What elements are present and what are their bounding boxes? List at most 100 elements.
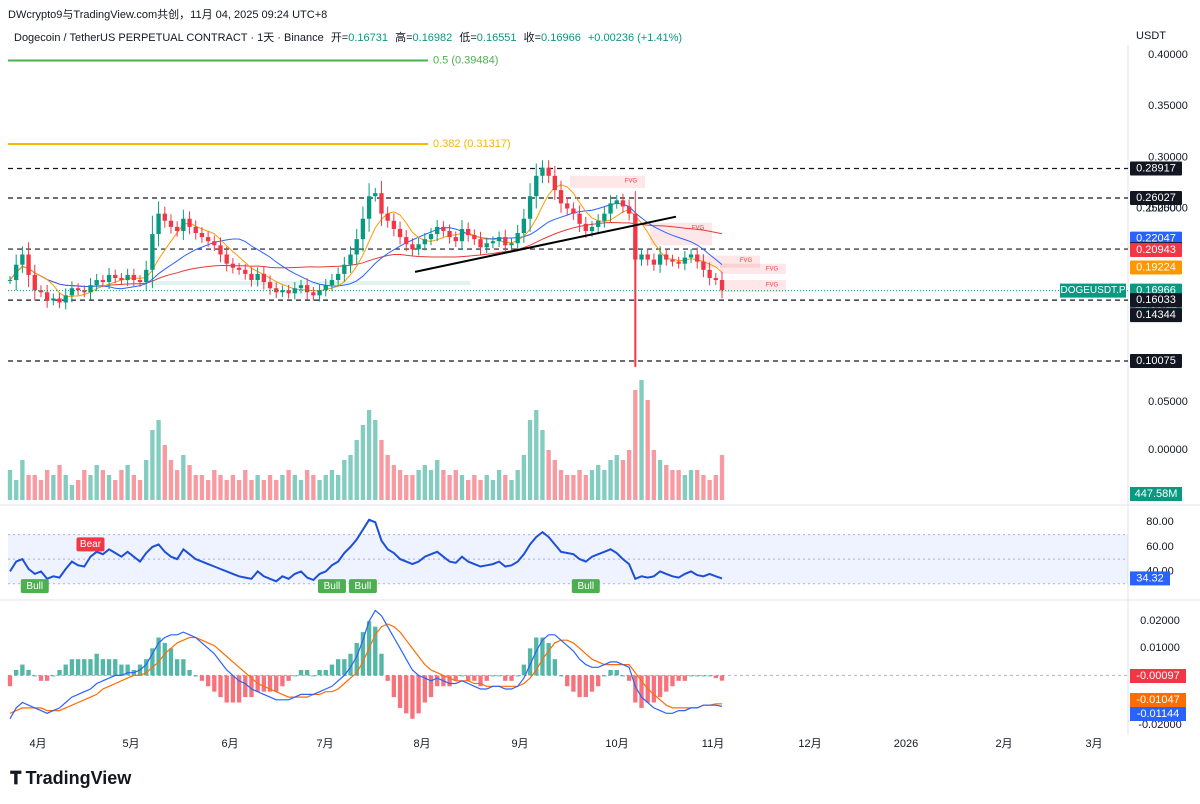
candle-body[interactable] (267, 282, 273, 289)
candle-body[interactable] (342, 264, 347, 274)
candle-body[interactable] (478, 239, 483, 248)
candle-body[interactable] (422, 239, 427, 245)
candle-body[interactable] (51, 298, 56, 301)
candle-body[interactable] (106, 274, 112, 283)
candle-body[interactable] (156, 213, 161, 235)
candle-body[interactable] (162, 213, 167, 221)
candle-body[interactable] (558, 190, 564, 204)
candle-body[interactable] (379, 193, 384, 214)
candle-body[interactable] (664, 254, 669, 260)
candle-body[interactable] (249, 273, 254, 281)
candle-body[interactable] (193, 226, 198, 234)
candle-body[interactable] (255, 273, 260, 281)
tradingview-logo[interactable]: 𝐓 TradingView (10, 768, 131, 789)
candle-body[interactable] (416, 244, 421, 250)
candle-body[interactable] (596, 220, 601, 227)
candle-body[interactable] (125, 274, 130, 281)
candle-body[interactable] (676, 261, 681, 264)
candle-body[interactable] (639, 254, 644, 260)
candle-body[interactable] (614, 200, 619, 204)
candle-body[interactable] (435, 226, 440, 235)
candle-body[interactable] (589, 226, 595, 231)
candle-body[interactable] (527, 196, 533, 219)
candle-body[interactable] (484, 243, 489, 248)
candle-body[interactable] (181, 218, 186, 231)
macd-signal-line[interactable] (9, 623, 723, 714)
candle-body[interactable] (69, 288, 75, 296)
candle-body[interactable] (360, 218, 366, 240)
candle-body[interactable] (695, 254, 700, 262)
candle-body[interactable] (707, 269, 712, 278)
candle-body[interactable] (670, 259, 675, 262)
candle-body[interactable] (540, 167, 545, 176)
candle-body[interactable] (82, 290, 87, 293)
candle-body[interactable] (521, 218, 527, 234)
candle-body[interactable] (75, 288, 81, 291)
candle-body[interactable] (113, 274, 118, 278)
candle-body[interactable] (274, 288, 279, 293)
candle-body[interactable] (583, 223, 588, 231)
candle-body[interactable] (701, 261, 706, 270)
candle-body[interactable] (366, 196, 372, 219)
candle-body[interactable] (174, 226, 180, 231)
candle-body[interactable] (645, 254, 650, 260)
candle-body[interactable] (651, 259, 657, 265)
candle-body[interactable] (441, 226, 446, 231)
candle-body[interactable] (212, 241, 217, 246)
candle-body[interactable] (32, 274, 37, 291)
candle-body[interactable] (682, 257, 688, 264)
candle-body[interactable] (224, 254, 229, 264)
candle-body[interactable] (230, 263, 236, 268)
symbol-description[interactable]: Dogecoin / TetherUS PERPETUAL CONTRACT ·… (14, 32, 324, 44)
candle-body[interactable] (335, 273, 341, 281)
candle-body[interactable] (94, 280, 99, 286)
candle-body[interactable] (311, 292, 316, 296)
candle-body[interactable] (515, 233, 520, 244)
candle-body[interactable] (713, 277, 718, 281)
candle-body[interactable] (348, 254, 353, 265)
candle-body[interactable] (292, 288, 297, 294)
candle-body[interactable] (205, 237, 211, 242)
ma-red-line[interactable] (9, 221, 723, 288)
rsi-line[interactable] (9, 518, 723, 583)
macd-line[interactable] (9, 609, 723, 720)
candle-body[interactable] (428, 234, 434, 240)
trendline[interactable] (414, 215, 677, 273)
candle-body[interactable] (626, 206, 632, 214)
candle-body[interactable] (329, 280, 335, 286)
candle-body[interactable] (688, 254, 694, 258)
candle-body[interactable] (131, 274, 136, 281)
candle-body[interactable] (719, 280, 725, 291)
candle-body[interactable] (509, 243, 514, 246)
candle-body[interactable] (565, 203, 570, 209)
candle-body[interactable] (385, 213, 390, 221)
candle-body[interactable] (496, 237, 502, 242)
candle-body[interactable] (187, 218, 192, 227)
candle-body[interactable] (373, 193, 378, 197)
candle-body[interactable] (261, 273, 267, 283)
candle-body[interactable] (280, 290, 285, 293)
candle-body[interactable] (144, 269, 149, 283)
candle-body[interactable] (459, 228, 465, 242)
candle-body[interactable] (602, 213, 607, 221)
candle-body[interactable] (218, 245, 223, 255)
candle-body[interactable] (534, 175, 539, 197)
candle-body[interactable] (317, 290, 322, 296)
candle-body[interactable] (88, 285, 93, 293)
candle-body[interactable] (20, 254, 25, 265)
candle-body[interactable] (657, 254, 663, 265)
candle-body[interactable] (391, 220, 397, 229)
candle-body[interactable] (620, 200, 626, 207)
candle-body[interactable] (38, 290, 44, 293)
candle-body[interactable] (236, 267, 242, 270)
candle-body[interactable] (286, 290, 291, 294)
candle-body[interactable] (472, 235, 477, 240)
candle-body[interactable] (44, 292, 50, 301)
candle-body[interactable] (503, 237, 508, 246)
candle-body[interactable] (465, 228, 471, 236)
candle-body[interactable] (397, 228, 403, 238)
candle-body[interactable] (552, 175, 558, 191)
candle-body[interactable] (168, 220, 174, 227)
candle-body[interactable] (57, 298, 62, 303)
